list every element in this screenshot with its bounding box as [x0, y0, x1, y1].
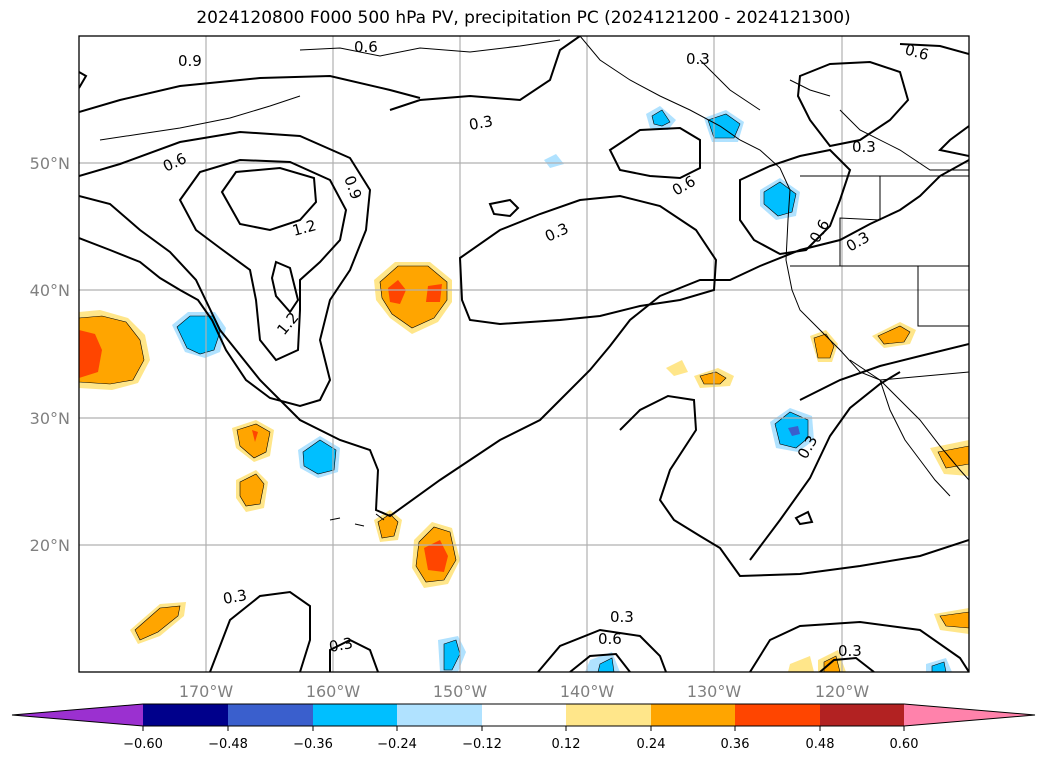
- colorbar-tick-label: 0.60: [890, 737, 919, 752]
- lon-tick-label: 120°W: [815, 682, 870, 701]
- contour-label: 0.3: [222, 586, 249, 608]
- contour-label: 1.2: [290, 216, 318, 240]
- contour-label: 0.3: [328, 634, 355, 656]
- colorbar-tick-labels: −0.60 −0.48 −0.36 −0.24 −0.12 0.12 0.24 …: [123, 737, 918, 752]
- contour-label: 0.3: [838, 642, 862, 660]
- negative-precip-area: [302, 439, 337, 475]
- lon-tick-label: 140°W: [560, 682, 615, 701]
- pv-contours: [79, 36, 969, 672]
- positive-precip-area: [134, 605, 181, 641]
- colorbar-segment: [313, 704, 397, 726]
- negative-precip-area: [763, 181, 797, 217]
- positive-precip-area: [388, 280, 406, 304]
- colorbar-tick-label: 0.36: [721, 737, 750, 752]
- plot-frame: [78, 35, 970, 673]
- negative-precip-area: [443, 639, 461, 671]
- negative-precip-area: [931, 661, 947, 672]
- colorbar-tick-label: −0.48: [208, 737, 248, 752]
- colorbar-segment: [397, 704, 482, 726]
- colorbar-segment: [143, 704, 228, 726]
- positive-precip-area: [426, 284, 442, 302]
- lon-tick-labels: 170°W 160°W 150°W 140°W 130°W 120°W: [179, 682, 870, 701]
- positive-precip-area: [699, 371, 727, 385]
- positive-precip-area: [939, 611, 969, 629]
- positive-precip-area: [937, 445, 969, 469]
- colorbar-segment: [735, 704, 820, 726]
- positive-precip-area: [788, 656, 814, 672]
- lat-tick-label: 50°N: [30, 154, 70, 173]
- colorbar-tick-label: 0.24: [637, 737, 666, 752]
- contour-label: 0.3: [686, 50, 710, 68]
- figure-title: 2024120800 F000 500 hPa PV, precipitatio…: [196, 8, 851, 28]
- positive-precip-area: [877, 325, 911, 345]
- lat-tick-labels: 50°N 40°N 30°N 20°N: [30, 154, 70, 555]
- colorbar-segment: [482, 704, 566, 726]
- negative-precip-area: [176, 315, 221, 355]
- colorbar: −0.60 −0.48 −0.36 −0.24 −0.12 0.12 0.24 …: [11, 703, 1036, 752]
- contour-label: 0.3: [468, 112, 495, 134]
- negative-precip-area: [544, 154, 564, 168]
- colorbar-extend-min: [12, 704, 143, 726]
- precipitation-fills: [79, 106, 969, 672]
- positive-precip-area: [424, 540, 448, 572]
- lat-tick-label: 40°N: [30, 281, 70, 300]
- colorbar-tick-label: −0.36: [293, 737, 333, 752]
- colorbar-segment: [566, 704, 651, 726]
- colorbar-segment: [228, 704, 313, 726]
- lat-tick-label: 20°N: [30, 536, 70, 555]
- positive-precip-area: [79, 330, 102, 378]
- colorbar-tick-label: −0.24: [377, 737, 417, 752]
- positive-precip-area: [666, 360, 688, 376]
- contour-label: 0.6: [903, 40, 931, 64]
- positive-precip-area: [236, 423, 271, 459]
- contour-label: 0.6: [354, 38, 378, 56]
- contour-label: 0.9: [178, 52, 202, 70]
- contour-label: 0.6: [598, 630, 622, 648]
- contour-label: 0.3: [852, 138, 876, 156]
- gridlines: [79, 36, 969, 672]
- lon-tick-label: 160°W: [306, 682, 361, 701]
- lat-tick-label: 30°N: [30, 409, 70, 428]
- colorbar-tick-label: 0.48: [806, 737, 835, 752]
- colorbar-tick-marks: [142, 726, 905, 731]
- colorbar-segment: [820, 704, 904, 726]
- colorbar-tick-label: 0.12: [552, 737, 581, 752]
- colorbar-segment: [651, 704, 735, 726]
- positive-precip-area: [239, 473, 265, 507]
- lon-tick-label: 170°W: [179, 682, 234, 701]
- positive-precip-area: [252, 430, 258, 442]
- colorbar-extend-max: [904, 704, 1035, 726]
- colorbar-tick-label: −0.12: [462, 737, 502, 752]
- negative-precip-area: [597, 657, 615, 672]
- lon-tick-label: 150°W: [433, 682, 488, 701]
- negative-precip-area: [651, 109, 671, 127]
- contour-label: 0.3: [610, 608, 634, 626]
- colorbar-tick-label: −0.60: [123, 737, 163, 752]
- negative-precip-area: [788, 426, 800, 436]
- negative-precip-area: [707, 113, 741, 139]
- lon-tick-label: 130°W: [687, 682, 742, 701]
